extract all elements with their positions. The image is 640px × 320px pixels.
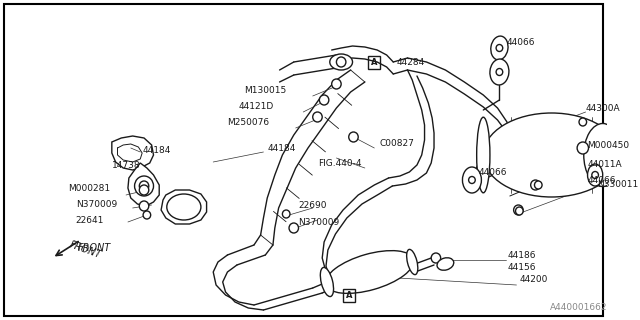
Text: M250076: M250076 bbox=[227, 117, 269, 126]
Circle shape bbox=[337, 57, 346, 67]
Text: C00827: C00827 bbox=[379, 139, 414, 148]
Circle shape bbox=[289, 223, 298, 233]
Text: A: A bbox=[371, 58, 378, 67]
Text: 44156: 44156 bbox=[508, 263, 536, 273]
Text: 22690: 22690 bbox=[298, 201, 327, 210]
Ellipse shape bbox=[491, 36, 508, 60]
Circle shape bbox=[514, 205, 523, 215]
Ellipse shape bbox=[330, 54, 353, 70]
Circle shape bbox=[332, 79, 341, 89]
Circle shape bbox=[319, 95, 329, 105]
Text: FIG.440-4: FIG.440-4 bbox=[319, 158, 362, 167]
Ellipse shape bbox=[584, 124, 621, 187]
Ellipse shape bbox=[321, 268, 333, 297]
Ellipse shape bbox=[490, 59, 509, 85]
Circle shape bbox=[617, 147, 632, 163]
Circle shape bbox=[140, 185, 148, 195]
Text: 44121D: 44121D bbox=[239, 101, 274, 110]
Bar bbox=[342, 289, 355, 301]
Ellipse shape bbox=[614, 134, 625, 176]
Circle shape bbox=[431, 253, 441, 263]
Text: 22641: 22641 bbox=[76, 215, 104, 225]
Circle shape bbox=[531, 180, 540, 190]
Circle shape bbox=[496, 44, 503, 52]
Circle shape bbox=[496, 68, 503, 76]
Text: A440001662: A440001662 bbox=[550, 303, 607, 313]
Text: 44066: 44066 bbox=[479, 167, 507, 177]
Text: N370009: N370009 bbox=[76, 199, 117, 209]
Text: 44066: 44066 bbox=[507, 37, 536, 46]
Text: 44284: 44284 bbox=[396, 58, 424, 67]
Polygon shape bbox=[112, 136, 154, 170]
Text: 44186: 44186 bbox=[508, 251, 536, 260]
Text: 44200: 44200 bbox=[519, 276, 548, 284]
Text: 14738: 14738 bbox=[112, 161, 140, 170]
Circle shape bbox=[140, 181, 148, 191]
Polygon shape bbox=[128, 163, 159, 206]
Text: M130015: M130015 bbox=[244, 85, 287, 94]
Text: A: A bbox=[346, 291, 352, 300]
Text: N370009: N370009 bbox=[298, 218, 340, 227]
Circle shape bbox=[313, 112, 322, 122]
Text: 44011A: 44011A bbox=[588, 159, 622, 169]
Text: 44066: 44066 bbox=[588, 175, 616, 185]
Text: FRONT: FRONT bbox=[77, 243, 111, 253]
Circle shape bbox=[468, 177, 476, 183]
Circle shape bbox=[349, 132, 358, 142]
Text: N330011: N330011 bbox=[597, 180, 638, 188]
Circle shape bbox=[140, 201, 148, 211]
Ellipse shape bbox=[588, 164, 603, 186]
Text: M000450: M000450 bbox=[588, 140, 630, 149]
Text: M000281: M000281 bbox=[68, 183, 110, 193]
Text: FRONT: FRONT bbox=[68, 240, 103, 260]
Ellipse shape bbox=[437, 258, 454, 270]
Ellipse shape bbox=[406, 249, 418, 275]
Circle shape bbox=[579, 118, 587, 126]
Ellipse shape bbox=[167, 194, 201, 220]
Circle shape bbox=[134, 176, 154, 196]
Text: 44184: 44184 bbox=[142, 146, 170, 155]
Ellipse shape bbox=[463, 167, 481, 193]
Polygon shape bbox=[161, 190, 207, 224]
Circle shape bbox=[143, 211, 150, 219]
Circle shape bbox=[534, 181, 542, 189]
Circle shape bbox=[516, 207, 523, 215]
Text: 44300A: 44300A bbox=[586, 103, 620, 113]
Ellipse shape bbox=[325, 251, 413, 293]
Ellipse shape bbox=[483, 113, 620, 197]
Circle shape bbox=[282, 210, 290, 218]
Bar bbox=[368, 55, 381, 68]
Text: 44184: 44184 bbox=[268, 143, 296, 153]
Circle shape bbox=[577, 142, 589, 154]
Ellipse shape bbox=[477, 117, 490, 193]
Circle shape bbox=[592, 172, 598, 179]
